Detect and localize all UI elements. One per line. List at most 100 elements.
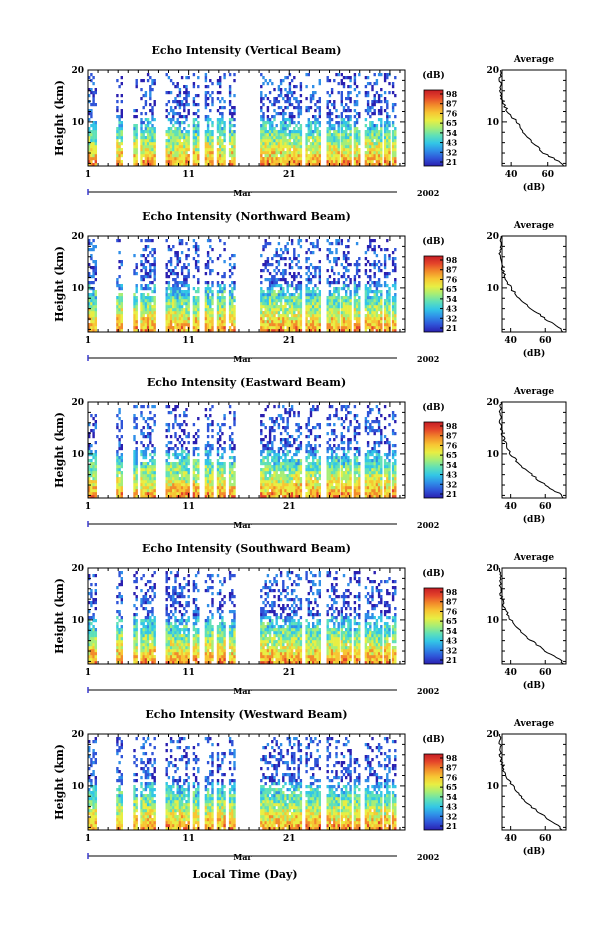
- colorbar-gradient: [423, 421, 444, 499]
- colorbar-tick-label: 32: [446, 645, 457, 655]
- average-profile-line: [498, 567, 564, 665]
- average-profile-line: [498, 235, 564, 333]
- y-tick-label: 10: [71, 616, 84, 626]
- x-tick-label: 11: [182, 668, 195, 678]
- heatmap-cells: [88, 405, 397, 499]
- average-title: Average: [513, 719, 554, 729]
- colorbar-tick-label: 43: [446, 304, 458, 314]
- month-label: Mar: [233, 686, 252, 696]
- colorbar-tick-label: 65: [446, 616, 457, 626]
- colorbar-tick-label: 87: [446, 431, 457, 441]
- average-x-tick-label: 40: [504, 502, 517, 512]
- y-tick-label: 20: [71, 564, 84, 574]
- colorbar-tick-label: 43: [446, 636, 458, 646]
- colorbar-tick-label: 98: [446, 753, 458, 763]
- month-label: Mar: [233, 852, 252, 862]
- average-y-tick-label: 10: [486, 616, 499, 626]
- average-frame: [501, 733, 567, 831]
- y-axis-title: Height (km): [53, 744, 66, 820]
- average-frame: [501, 69, 567, 167]
- average-frame: [501, 567, 567, 665]
- colorbar-tick-label: 76: [446, 440, 458, 450]
- average-x-tick-label: 40: [504, 668, 517, 678]
- colorbar-tick-label: 54: [446, 294, 458, 304]
- average-profile: Average 20 10 40 60 (dB): [486, 221, 567, 359]
- heatmap-cells: [88, 73, 397, 167]
- panel-title: Echo Intensity (Northward Beam): [142, 210, 351, 223]
- colorbar-tick-label: 76: [446, 274, 458, 284]
- average-y-tick-label: 10: [486, 284, 499, 294]
- colorbar-tick-label: 21: [446, 323, 457, 333]
- average-x-tick-label: 40: [505, 170, 518, 180]
- x-tick-label: 11: [182, 336, 195, 346]
- colorbar-tick-label: 32: [446, 313, 457, 323]
- average-y-tick-label: 10: [486, 450, 499, 460]
- average-frame: [501, 401, 567, 499]
- average-y-tick-label: 20: [486, 730, 499, 740]
- average-profile: Average 20 10 40 60 (dB): [486, 553, 567, 691]
- plot-frame: [87, 401, 406, 499]
- x-tick-label: 1: [85, 502, 91, 512]
- plot-frame: [87, 235, 406, 333]
- colorbar-unit-label: (dB): [422, 402, 444, 413]
- panel-title: Echo Intensity (Southward Beam): [142, 542, 351, 555]
- y-axis-title: Height (km): [53, 412, 66, 488]
- colorbar-tick-label: 98: [446, 89, 458, 99]
- year-label: 2002: [417, 354, 439, 364]
- heatmap-cells: [88, 737, 397, 831]
- x-tick-label: 11: [182, 834, 195, 844]
- colorbar-tick-label: 76: [446, 606, 458, 616]
- average-y-tick-label: 20: [486, 232, 499, 242]
- colorbar-tick-label: 21: [446, 489, 457, 499]
- average-profile-line: [498, 733, 563, 831]
- y-tick-label: 10: [71, 118, 84, 128]
- average-x-axis-title: (dB): [523, 348, 545, 359]
- x-tick-label: 1: [85, 336, 91, 346]
- average-x-tick-label: 40: [504, 336, 517, 346]
- x-tick-label: 1: [85, 834, 91, 844]
- average-x-axis-title: (dB): [523, 514, 545, 525]
- panel-5: Echo Intensity (Westward Beam)2010Height…: [53, 708, 567, 862]
- plot-frame: [87, 733, 406, 831]
- colorbar-tick-label: 98: [446, 255, 458, 265]
- colorbar-tick-label: 54: [446, 128, 458, 138]
- y-tick-label: 10: [71, 782, 84, 792]
- year-label: 2002: [417, 686, 439, 696]
- colorbar-tick-label: 54: [446, 460, 458, 470]
- average-title: Average: [513, 221, 554, 231]
- average-x-tick-label: 60: [539, 668, 552, 678]
- panel-4: Echo Intensity (Southward Beam)2010Heigh…: [53, 542, 567, 696]
- y-axis-title: Height (km): [53, 80, 66, 156]
- plot-frame: [87, 567, 406, 665]
- average-y-tick-label: 10: [486, 782, 499, 792]
- y-tick-label: 20: [71, 730, 84, 740]
- y-axis-title: Height (km): [53, 246, 66, 322]
- average-y-tick-label: 20: [486, 564, 499, 574]
- average-profile-line: [498, 70, 565, 167]
- colorbar-tick-label: 65: [446, 782, 457, 792]
- colorbar-gradient: [423, 255, 444, 333]
- average-profile: Average 20 10 40 60 (dB): [486, 55, 567, 193]
- colorbar-tick-label: 98: [446, 421, 458, 431]
- average-y-tick-label: 20: [486, 66, 499, 76]
- year-label: 2002: [417, 852, 439, 862]
- colorbar-gradient: [423, 753, 444, 831]
- x-axis-title: Local Time (Day): [192, 868, 297, 881]
- x-tick-label: 1: [85, 170, 91, 180]
- panel-1: Echo Intensity (Vertical Beam)2010Height…: [53, 44, 567, 198]
- colorbar-tick-label: 54: [446, 626, 458, 636]
- average-profile: Average 20 10 40 60 (dB): [486, 719, 567, 857]
- panel-title: Echo Intensity (Eastward Beam): [147, 376, 346, 389]
- colorbar-tick-label: 65: [446, 450, 457, 460]
- y-tick-label: 20: [71, 232, 84, 242]
- x-tick-label: 1: [85, 668, 91, 678]
- colorbar-tick-label: 98: [446, 587, 458, 597]
- x-ticks: 1 11 21: [85, 236, 401, 346]
